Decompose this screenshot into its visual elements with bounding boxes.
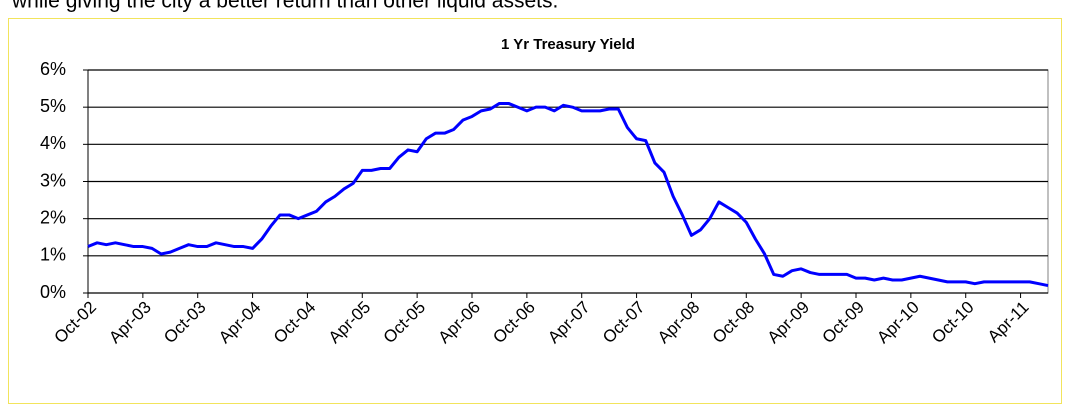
y-tick-label: 2%	[40, 207, 66, 227]
y-tick-label: 5%	[40, 96, 66, 116]
data-line	[87, 101, 1049, 288]
y-tick-label: 6%	[40, 59, 66, 79]
y-tick-label: 0%	[40, 282, 66, 302]
chart-title: 1 Yr Treasury Yield	[501, 36, 635, 53]
page-text: while giving the city a better return th…	[11, 0, 558, 13]
chart-border	[8, 18, 1062, 404]
y-tick-label: 3%	[40, 170, 66, 190]
y-tick-label: 1%	[40, 245, 66, 265]
y-tick-label: 4%	[40, 133, 66, 153]
